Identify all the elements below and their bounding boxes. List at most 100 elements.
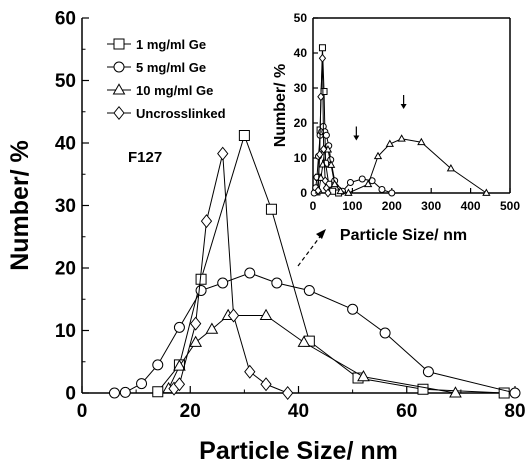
main-data-point xyxy=(509,387,521,399)
inset-data-point xyxy=(314,185,322,196)
inset-data-point xyxy=(319,144,328,154)
main-x-tick-label: 80 xyxy=(504,401,525,422)
inset-chart: 0 100 200 300 400 500 0 10 20 30 40 50 Particle Size… xyxy=(272,8,522,244)
inset-y-tick-label: 10 xyxy=(294,151,308,165)
inset-x-tick-label: 200 xyxy=(382,199,402,213)
inset-data-point xyxy=(358,175,366,183)
main-series-square xyxy=(152,130,510,399)
main-data-point xyxy=(449,386,462,398)
inset-y-tick-label: 0 xyxy=(300,186,307,200)
legend-item: 10 mg/ml Ge xyxy=(107,83,213,98)
main-y-tick-label: 40 xyxy=(55,134,76,155)
main-data-point xyxy=(205,322,219,334)
inset-y-tick-label: 20 xyxy=(294,116,308,130)
main-data-point xyxy=(379,327,391,339)
main-chart: 0 20 40 60 80 0 10 20 30 40 50 60 Particle Size/ nm N… xyxy=(6,9,526,465)
inset-data-point xyxy=(316,173,326,181)
inset-data-point xyxy=(417,137,426,146)
inset-data-point xyxy=(318,44,326,52)
inset-data-point xyxy=(326,160,336,168)
inset-data-point xyxy=(388,189,396,197)
inset-data-point xyxy=(330,179,339,188)
main-data-point xyxy=(152,359,164,371)
main-x-tick-label: 20 xyxy=(180,401,201,422)
inset-axes: 0 100 200 300 400 500 0 10 20 30 40 50 Particle Size… xyxy=(272,11,520,244)
inset-data-point xyxy=(364,179,373,188)
legend-marker xyxy=(113,105,125,121)
main-data-point xyxy=(190,316,202,331)
inset-data-point xyxy=(373,151,383,160)
pointer-arrow xyxy=(297,229,326,267)
legend-label: Uncrosslinked xyxy=(136,106,226,121)
inset-arrow-head xyxy=(400,104,407,109)
inset-arrow-head xyxy=(353,135,360,141)
main-data-point xyxy=(173,359,186,371)
main-data-point xyxy=(244,267,256,279)
inset-data-point xyxy=(378,186,386,193)
main-data-point xyxy=(217,146,229,161)
inset-data-point xyxy=(324,188,332,198)
main-data-point xyxy=(265,203,277,215)
main-data-point xyxy=(357,369,370,382)
main-series-triangle xyxy=(162,308,462,398)
inset-data-point xyxy=(446,164,456,172)
main-data-point xyxy=(297,335,311,347)
legend-label: 10 mg/ml Ge xyxy=(136,83,213,98)
main-y-tick-label: 20 xyxy=(55,259,76,280)
inset-data-point xyxy=(336,186,345,195)
chart-annotation: F127 xyxy=(128,149,162,166)
main-data-point xyxy=(347,303,359,315)
inset-y-tick-label: 30 xyxy=(294,81,308,95)
inset-data-point xyxy=(322,131,330,139)
inset-series-diamond xyxy=(314,53,332,198)
main-data-point xyxy=(417,383,429,395)
main-x-tick-label: 60 xyxy=(396,401,417,422)
legend-label: 5 mg/ml Ge xyxy=(136,60,206,75)
main-y-axis-title: Number/ % xyxy=(6,140,34,271)
legend-item: 5 mg/ml Ge xyxy=(107,60,206,75)
legend-item: 1 mg/ml Ge xyxy=(107,37,206,52)
inset-background xyxy=(300,8,522,194)
inset-x-tick-label: 100 xyxy=(342,199,362,213)
main-data-point xyxy=(136,378,148,390)
main-data-point xyxy=(259,308,273,320)
main-series-line xyxy=(173,153,288,394)
main-data-point xyxy=(498,387,510,399)
main-data-point xyxy=(217,277,229,289)
main-y-tick-label: 60 xyxy=(55,9,76,30)
inset-x-tick-label: 0 xyxy=(310,199,317,213)
inset-data-point xyxy=(344,188,353,196)
legend-marker xyxy=(113,38,125,50)
inset-data-point xyxy=(482,188,491,196)
main-data-point xyxy=(173,321,185,333)
main-data-point xyxy=(260,377,272,392)
inset-x-tick-label: 300 xyxy=(421,199,441,213)
main-y-tick-label: 0 xyxy=(65,384,76,405)
main-data-point xyxy=(189,335,203,347)
main-axes: 0 20 40 60 80 0 10 20 30 40 50 60 Particle Size/ nm N… xyxy=(6,9,526,465)
main-data-point xyxy=(238,130,250,141)
inset-data-point xyxy=(346,179,354,186)
main-y-tick-label: 10 xyxy=(55,321,76,342)
main-data-point xyxy=(227,308,240,323)
main-data-point xyxy=(119,386,131,398)
inset-x-tick-label: 400 xyxy=(461,199,481,213)
inset-data-point xyxy=(385,139,394,147)
inset-data-point xyxy=(316,149,324,160)
inset-data-point xyxy=(318,53,327,63)
inset-arrows xyxy=(353,95,407,141)
inset-x-tick-label: 500 xyxy=(500,199,520,213)
main-data-point xyxy=(195,285,207,296)
main-data-point xyxy=(422,366,434,378)
main-data-point xyxy=(173,377,186,392)
main-y-tick-label: 30 xyxy=(55,196,76,217)
legend-marker xyxy=(113,61,125,73)
main-series-diamond xyxy=(168,146,294,401)
main-data-point xyxy=(108,387,120,399)
main-data-point xyxy=(244,364,256,379)
inset-series-circle xyxy=(310,123,396,197)
main-data-point xyxy=(200,214,213,229)
inset-y-tick-label: 50 xyxy=(294,11,308,25)
main-x-tick-label: 0 xyxy=(77,401,88,422)
